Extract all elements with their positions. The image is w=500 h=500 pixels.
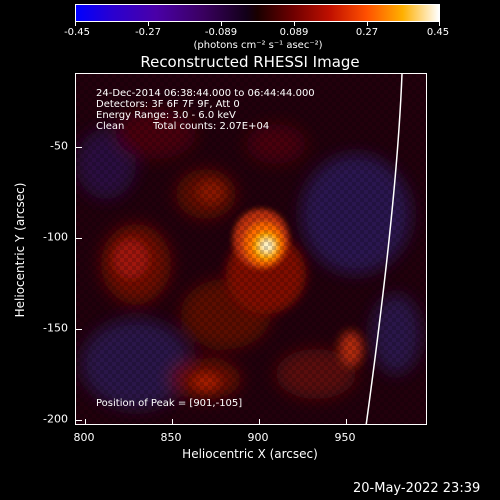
y-tick-mark xyxy=(76,147,82,148)
colorbar xyxy=(75,4,440,22)
colorbar-tick-mark xyxy=(439,22,440,26)
colorbar-tick-label: 0.45 xyxy=(426,27,450,38)
plot-title: Reconstructed RHESSI Image xyxy=(140,53,360,71)
colorbar-tick-label: -0.45 xyxy=(64,27,90,38)
y-tick-mark xyxy=(76,329,82,330)
x-tick-label: 850 xyxy=(160,431,182,444)
info-energy-range: Energy Range: 3.0 - 6.0 keV xyxy=(96,110,236,121)
colorbar-tick-label: -0.089 xyxy=(204,27,238,38)
y-tick-label: -200 xyxy=(43,412,68,426)
info-total-counts: Total counts: 2.07E+04 xyxy=(153,121,270,132)
y-tick-mark xyxy=(76,420,82,421)
colorbar-tick-label: 0.089 xyxy=(279,27,309,38)
y-tick-label: -100 xyxy=(43,230,68,244)
x-tick-mark xyxy=(259,419,260,424)
y-tick-label: -50 xyxy=(50,139,68,153)
y-axis-label: Heliocentric Y (arcsec) xyxy=(13,182,27,318)
y-tick-mark xyxy=(76,238,82,239)
timestamp: 20-May-2022 23:39 xyxy=(353,481,481,496)
colorbar-tick-label: 0.27 xyxy=(355,27,379,38)
colorbar-tick-mark xyxy=(75,22,76,26)
info-detectors: Detectors: 3F 6F 7F 9F, Att 0 xyxy=(96,99,240,110)
image-heatmap xyxy=(76,74,426,424)
colorbar-tick-mark xyxy=(367,22,368,26)
colorbar-tick-mark xyxy=(148,22,149,26)
colorbar-tick-mark xyxy=(294,22,295,26)
info-time-range: 24-Dec-2014 06:38:44.000 to 06:44:44.000 xyxy=(96,88,315,99)
x-tick-label: 800 xyxy=(73,431,95,444)
x-tick-mark xyxy=(346,419,347,424)
rhessi-image: 24-Dec-2014 06:38:44.000 to 06:44:44.000… xyxy=(75,73,427,425)
y-tick-label: -150 xyxy=(43,321,68,335)
x-axis-label: Heliocentric X (arcsec) xyxy=(182,447,318,461)
x-tick-label: 900 xyxy=(247,431,269,444)
colorbar-units: (photons cm⁻² s⁻¹ asec⁻²) xyxy=(193,40,323,51)
colorbar-tick-mark xyxy=(221,22,222,26)
x-tick-mark xyxy=(85,419,86,424)
colorbar-tick-label: -0.27 xyxy=(135,27,161,38)
solar-limb-line xyxy=(365,74,403,424)
info-peak-position: Position of Peak = [901,-105] xyxy=(96,398,243,409)
info-algorithm: Clean xyxy=(96,121,125,132)
x-tick-label: 950 xyxy=(334,431,356,444)
x-tick-mark xyxy=(172,419,173,424)
